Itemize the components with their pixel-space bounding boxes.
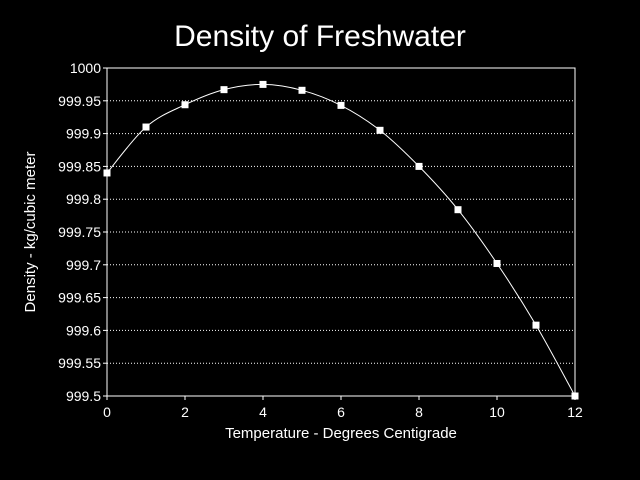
y-tick-label: 999.6 (66, 322, 101, 338)
y-axis-tick-labels: 999.5 999.55 999.6 999.65 999.7 999.75 999.8 99… (58, 60, 101, 404)
data-point-marker (415, 162, 423, 170)
data-point-marker (376, 126, 384, 134)
y-tick-label: 999.85 (58, 158, 101, 174)
x-tick-label: 4 (259, 404, 267, 420)
y-tick-label: 1000 (70, 60, 101, 76)
y-tick-label: 999.9 (66, 126, 101, 142)
y-tick-label: 999.95 (58, 93, 101, 109)
data-point-marker (103, 169, 111, 177)
y-tick-label: 999.8 (66, 191, 101, 207)
data-point-marker (337, 101, 345, 109)
x-tick-label: 8 (415, 404, 423, 420)
data-point-marker (220, 86, 228, 94)
x-tick-label: 6 (337, 404, 345, 420)
data-point-marker (454, 206, 462, 214)
y-tick-label: 999.5 (66, 388, 101, 404)
y-tick-label: 999.65 (58, 290, 101, 306)
data-point-marker (298, 86, 306, 94)
data-point-marker (571, 392, 579, 400)
y-axis-label: Density - kg/cubic meter (22, 152, 39, 313)
y-tick-label: 999.55 (58, 355, 101, 371)
data-point-marker (142, 123, 150, 131)
x-tick-label: 2 (181, 404, 189, 420)
y-tick-label: 999.75 (58, 224, 101, 240)
x-tick-label: 10 (489, 404, 505, 420)
gridlines (107, 100, 575, 364)
chart-title: Density of Freshwater (174, 20, 466, 53)
data-point-marker (259, 80, 267, 88)
data-point-marker (493, 259, 501, 267)
x-tick-label: 12 (567, 404, 583, 420)
x-tick-label: 0 (103, 404, 111, 420)
data-point-marker (532, 321, 540, 329)
y-tick-label: 999.7 (66, 257, 101, 273)
data-points (103, 80, 579, 400)
data-point-marker (181, 101, 189, 109)
x-axis-tick-labels: 0 2 4 6 8 10 12 (103, 404, 583, 420)
x-axis-label: Temperature - Degrees Centigrade (225, 425, 457, 442)
